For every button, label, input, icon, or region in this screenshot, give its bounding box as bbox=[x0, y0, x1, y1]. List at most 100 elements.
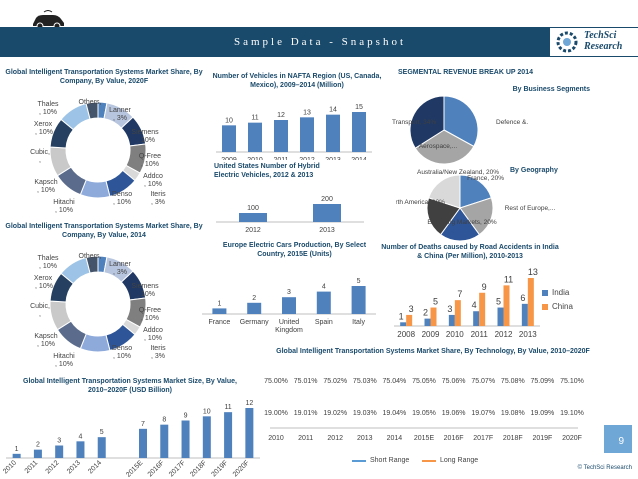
title-donut-2014: Global Intelligent Transportation System… bbox=[5, 223, 203, 240]
bar bbox=[406, 314, 413, 326]
bar-value-label: 2 bbox=[423, 308, 428, 318]
category-label: 2011 bbox=[298, 435, 313, 442]
bar-value-label: 3 bbox=[57, 438, 61, 445]
pie-label: Transport, 34% bbox=[392, 119, 436, 126]
pie-slice bbox=[459, 174, 493, 209]
bar-value-label: 11 bbox=[504, 274, 513, 284]
pie-label: Emerging Markets, 20% bbox=[427, 219, 497, 226]
pie-label: Australia/New Zealand, 20% bbox=[417, 169, 499, 176]
bar bbox=[181, 420, 190, 458]
pie-label: Aerospace,... bbox=[419, 143, 457, 150]
bar bbox=[239, 213, 267, 222]
bar bbox=[527, 278, 534, 326]
category-label: 2020F bbox=[562, 435, 582, 442]
page-number: 9 bbox=[618, 436, 624, 447]
donut-label: Lanner, 3% bbox=[109, 107, 131, 122]
point-value-label: 19.00% bbox=[264, 410, 288, 417]
title-bar: Sample Data - Snapshot bbox=[0, 27, 638, 57]
bar-value-label: 3 bbox=[409, 304, 414, 314]
point-value-label: 75.10% bbox=[560, 378, 584, 385]
title-deaths: Number of Deaths caused by Road Accident… bbox=[381, 244, 559, 261]
bar-value-label: 1 bbox=[217, 300, 221, 307]
bar-value-label: 13 bbox=[303, 109, 311, 116]
point-value-label: 75.08% bbox=[501, 378, 525, 385]
title-segmental: SEGMENTAL REVENUE BREAK UP 2014 bbox=[398, 69, 533, 76]
bar-value-label: 3 bbox=[447, 304, 452, 314]
bar bbox=[139, 428, 147, 458]
pie-label: France, 20% bbox=[467, 175, 504, 182]
title-seg-geography: By Geography bbox=[510, 167, 558, 174]
donut-slice bbox=[85, 101, 99, 120]
legend-item-long-range: Long Range bbox=[422, 457, 478, 464]
bar-value-label: 3 bbox=[287, 289, 291, 296]
title-donut-2020: Global Intelligent Transportation System… bbox=[5, 69, 203, 86]
category-label: 2012 bbox=[45, 459, 61, 475]
pie-slice bbox=[443, 95, 479, 148]
bar-value-label: 2 bbox=[252, 295, 256, 302]
title-gmarket: Global Intelligent Transportation System… bbox=[23, 378, 237, 395]
bar bbox=[316, 291, 331, 314]
point-value-label: 75.07% bbox=[471, 378, 495, 385]
bar-value-label: 2 bbox=[36, 442, 40, 449]
bar bbox=[430, 307, 437, 326]
category-label: 2013 bbox=[519, 330, 537, 339]
title-hybrid: United States Number of Hybrid Electric … bbox=[214, 163, 320, 180]
bar-value-label: 5 bbox=[496, 297, 501, 307]
copyright: © TechSci Research bbox=[577, 465, 632, 471]
category-label: 2014 bbox=[387, 435, 403, 442]
bar bbox=[222, 125, 236, 152]
bar-value-label: 7 bbox=[141, 421, 145, 428]
donut-label: Kapsch, 10% bbox=[34, 179, 57, 194]
bar-value-label: 6 bbox=[520, 293, 525, 303]
category-label: 2013 bbox=[357, 435, 373, 442]
bar bbox=[247, 302, 262, 314]
bar bbox=[351, 286, 366, 314]
bar-value-label: 15 bbox=[355, 104, 363, 111]
point-value-label: 75.01% bbox=[294, 378, 318, 385]
legend-label-india: India bbox=[552, 288, 570, 297]
title-seg-business: By Business Segments bbox=[512, 86, 590, 93]
bar bbox=[503, 285, 510, 326]
bar-value-label: 5 bbox=[357, 278, 361, 285]
bar-value-label: 5 bbox=[100, 429, 104, 436]
category-label: 2017F bbox=[473, 435, 493, 442]
category-label: 2018F bbox=[189, 459, 208, 478]
category-label: 2019F bbox=[211, 459, 230, 478]
donut-label: Others,, bbox=[79, 99, 102, 114]
point-value-label: 19.06% bbox=[442, 410, 466, 417]
bar bbox=[212, 308, 227, 314]
category-label: 2014 bbox=[87, 459, 103, 475]
category-label: 2012 bbox=[299, 157, 315, 160]
bar-chart-europe: 1 France 2 Germany 3 United Kingdom 4 Spain 5 Ital… bbox=[202, 278, 376, 334]
point-value-label: 75.02% bbox=[323, 378, 347, 385]
category-label: 2012 bbox=[245, 227, 261, 234]
category-label: 2016F bbox=[444, 435, 464, 442]
point-value-label: 19.03% bbox=[353, 410, 377, 417]
bar bbox=[245, 408, 254, 458]
pie-chart-business: Defence &... Aerospace,... Transport, 34% bbox=[392, 95, 528, 165]
bar-value-label: 4 bbox=[79, 433, 83, 440]
legend-deaths: India China bbox=[542, 288, 573, 316]
donut-label: Denso, 10% bbox=[112, 191, 132, 206]
bar-value-label: 1 bbox=[399, 311, 404, 321]
donut-label: Addco, 10% bbox=[143, 327, 163, 342]
title-technology: Global Intelligent Transportation System… bbox=[276, 348, 590, 355]
bar-value-label: 4 bbox=[322, 284, 326, 291]
point-value-label: 75.03% bbox=[353, 378, 377, 385]
donut-label: Hitachi, 10% bbox=[53, 353, 75, 368]
logo-text-1: TechSci bbox=[584, 30, 617, 41]
donut-label: Cubic,, bbox=[30, 149, 50, 164]
category-label: 2013 bbox=[66, 459, 82, 475]
bar bbox=[521, 303, 528, 326]
bar bbox=[248, 122, 262, 152]
point-value-label: 75.00% bbox=[264, 378, 288, 385]
category-label: 2010 bbox=[2, 459, 18, 475]
bar bbox=[76, 441, 85, 458]
category-label: 2015E bbox=[125, 459, 144, 478]
title-nafta: Number of Vehicles in NAFTA Region (US, … bbox=[212, 73, 382, 90]
bar bbox=[33, 449, 42, 458]
category-label: 2011 bbox=[24, 459, 40, 475]
pie-slice bbox=[459, 197, 494, 236]
bar-value-label: 9 bbox=[184, 413, 188, 420]
category-label: 2016F bbox=[147, 459, 166, 478]
